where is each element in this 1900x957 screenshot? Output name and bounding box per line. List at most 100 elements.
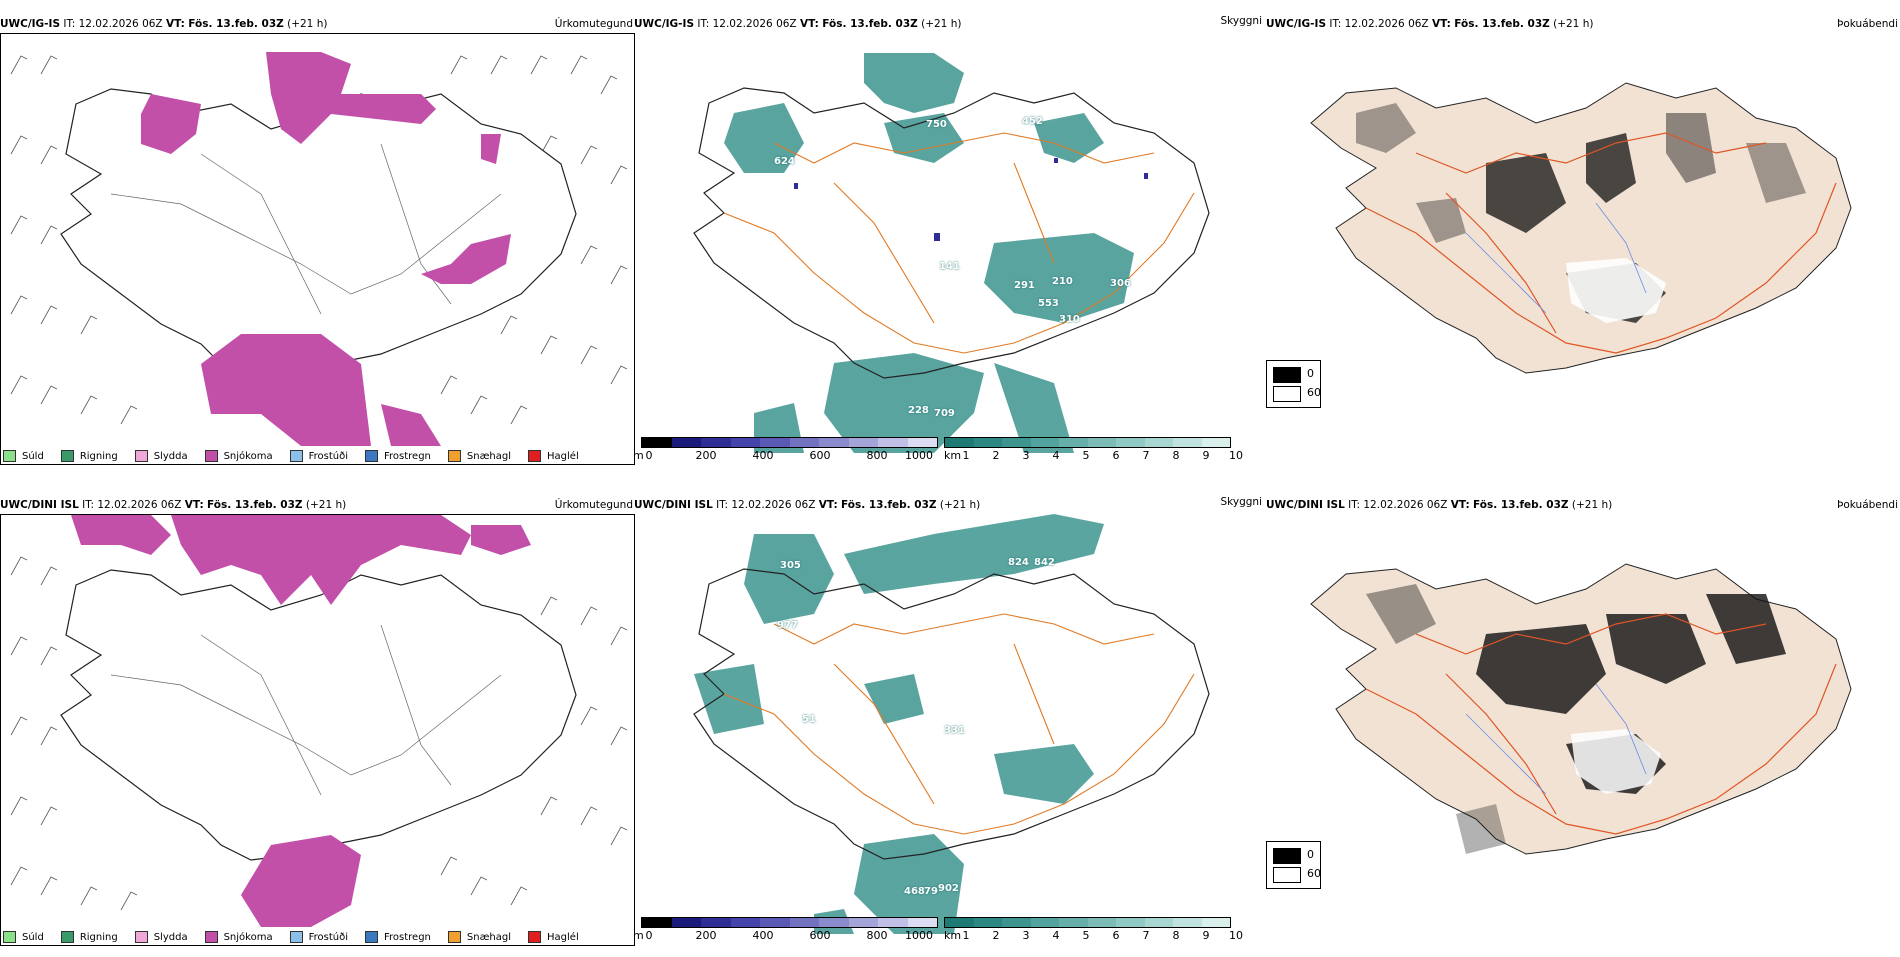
lead-time: (+21 h) — [305, 499, 347, 511]
tick-label: 600 — [809, 929, 831, 942]
it-value: 12.02.2026 06Z — [97, 499, 182, 511]
tick-label: 4 — [1052, 449, 1060, 462]
visibility-label: 624 — [774, 156, 795, 167]
tick-label: 5 — [1082, 449, 1090, 462]
legend-swatch — [60, 450, 74, 462]
iceland-outline — [60, 569, 577, 861]
tick-label: 8 — [1172, 449, 1180, 462]
visibility-panel-top: UWC/IG-IS IT: 12.02.2026 06Z VT: Fös. 13… — [634, 15, 1266, 465]
visibility-label: 228 — [908, 405, 929, 416]
rivers — [1465, 202, 1647, 314]
legend-label: Rigning — [79, 931, 118, 943]
vt-value: Fös. 13.feb. 03Z — [1454, 18, 1550, 30]
legend-swatch — [134, 931, 148, 943]
tick-label: 0 — [645, 929, 653, 942]
legend-label: Snæhagl — [466, 931, 512, 943]
iceland-outline — [693, 568, 1210, 860]
visibility-colorbar-top: km 1 2 3 4 5 6 7 8 9 10 — [944, 437, 1243, 477]
panel-title: UWC/IG-IS IT: 12.02.2026 06Z VT: Fös. 13… — [634, 15, 1266, 33]
visibility-label: 902 — [938, 883, 959, 894]
legend-label: Rigning — [79, 450, 118, 462]
legend-label: Slydda — [153, 450, 188, 462]
tick-label: 6 — [1112, 449, 1120, 462]
iceland-land — [1310, 82, 1852, 374]
visibility-label: 210 — [1052, 276, 1073, 287]
tick-label: 1000 — [905, 929, 933, 942]
vt-value: Fös. 13.feb. 03Z — [207, 499, 303, 511]
legend-label: Snjókoma — [223, 931, 273, 943]
legend-swatch — [204, 931, 218, 943]
model-name: UWC/IG-IS — [0, 18, 61, 30]
legend-swatch — [528, 450, 542, 462]
precip-panel-bottom: UWC/DINI ISL IT: 12.02.2026 06Z VT: Fös.… — [0, 496, 635, 946]
product-name: Úrkomutegund — [554, 18, 633, 30]
legend-item: Frostregn — [365, 450, 431, 462]
tick-label: 1000 — [905, 449, 933, 462]
low-visibility-areas — [724, 53, 1134, 453]
it-label: IT: — [1348, 499, 1361, 511]
legend-item: Súld — [3, 931, 44, 943]
it-value: 12.02.2026 06Z — [731, 499, 816, 511]
tick-label: 1 — [962, 449, 970, 462]
vt-label: VT: — [818, 499, 838, 511]
tick-label: 800 — [866, 449, 888, 462]
visibility-map-svg — [693, 514, 1210, 934]
legend-item: Snæhagl — [447, 931, 512, 943]
legend-swatch — [528, 931, 542, 943]
it-value: 12.02.2026 06Z — [78, 18, 163, 30]
tick-label: 200 — [695, 449, 717, 462]
visibility-colorbar-bar — [944, 437, 1231, 448]
tick-label: 400 — [752, 929, 774, 942]
height-colorbar-bar — [641, 917, 938, 928]
visibility-label: 51 — [802, 714, 816, 725]
tick-label: 800 — [866, 929, 888, 942]
panel-title: UWC/DINI ISL IT: 12.02.2026 06Z VT: Fös.… — [0, 496, 635, 514]
legend-item: Haglél — [528, 450, 579, 462]
precip-panel-top: UWC/IG-IS IT: 12.02.2026 06Z VT: Fös. 13… — [0, 15, 635, 465]
low-visibility-areas — [694, 514, 1104, 934]
precip-map: Súld Rigning Slydda Snjókoma Frostúði Fr… — [0, 33, 635, 465]
roads — [110, 143, 502, 315]
tick-label: 7 — [1142, 929, 1150, 942]
snow-areas — [141, 52, 511, 446]
height-unit: m — [633, 929, 644, 942]
glacier — [1571, 729, 1661, 794]
precip-map-svg — [10, 515, 628, 927]
fog-key-label: 60 — [1307, 867, 1321, 880]
product-name: Úrkomutegund — [554, 499, 633, 511]
iceland-land — [1310, 563, 1852, 855]
tick-label: 2 — [992, 449, 1000, 462]
legend-item: Haglél — [528, 931, 579, 943]
fog-key-label: 0 — [1307, 367, 1314, 380]
it-label: IT: — [63, 18, 76, 30]
lead-time: (+21 h) — [287, 18, 328, 30]
fog-swatch-60 — [1273, 867, 1301, 883]
visibility-unit: km — [944, 929, 962, 942]
it-value: 12.02.2026 06Z — [712, 18, 797, 30]
precip-map: Súld Rigning Slydda Snjókoma Frostúði Fr… — [0, 514, 635, 946]
fog-map-svg — [1310, 82, 1852, 374]
legend-label: Snjókoma — [223, 450, 273, 462]
legend-swatch — [289, 450, 303, 462]
fog-map-svg — [1310, 563, 1852, 855]
legend-label: Frostúði — [308, 450, 348, 462]
visibility-label: 468 — [904, 886, 925, 897]
fog-patches — [1366, 584, 1786, 854]
visibility-label: 310 — [1059, 314, 1080, 325]
fog-swatch-60 — [1273, 386, 1301, 402]
product-name: Þokuábendi — [1837, 18, 1898, 30]
legend-label: Frostregn — [384, 931, 431, 943]
vt-value: Fös. 13.feb. 03Z — [822, 18, 918, 30]
visibility-label: 709 — [934, 408, 955, 419]
visibility-label: 141 — [939, 261, 960, 272]
it-label: IT: — [716, 499, 729, 511]
tick-label: 9 — [1202, 929, 1210, 942]
tick-label: 5 — [1082, 929, 1090, 942]
legend-item: Súld — [3, 450, 44, 462]
legend-swatch — [289, 931, 303, 943]
model-name: UWC/DINI ISL — [1266, 499, 1345, 511]
precip-legend: Súld Rigning Slydda Snjókoma Frostúði Fr… — [3, 447, 596, 465]
fog-map: 0 60 — [1266, 514, 1900, 934]
vt-value: Fös. 13.feb. 03Z — [188, 18, 284, 30]
roads — [723, 132, 1195, 354]
